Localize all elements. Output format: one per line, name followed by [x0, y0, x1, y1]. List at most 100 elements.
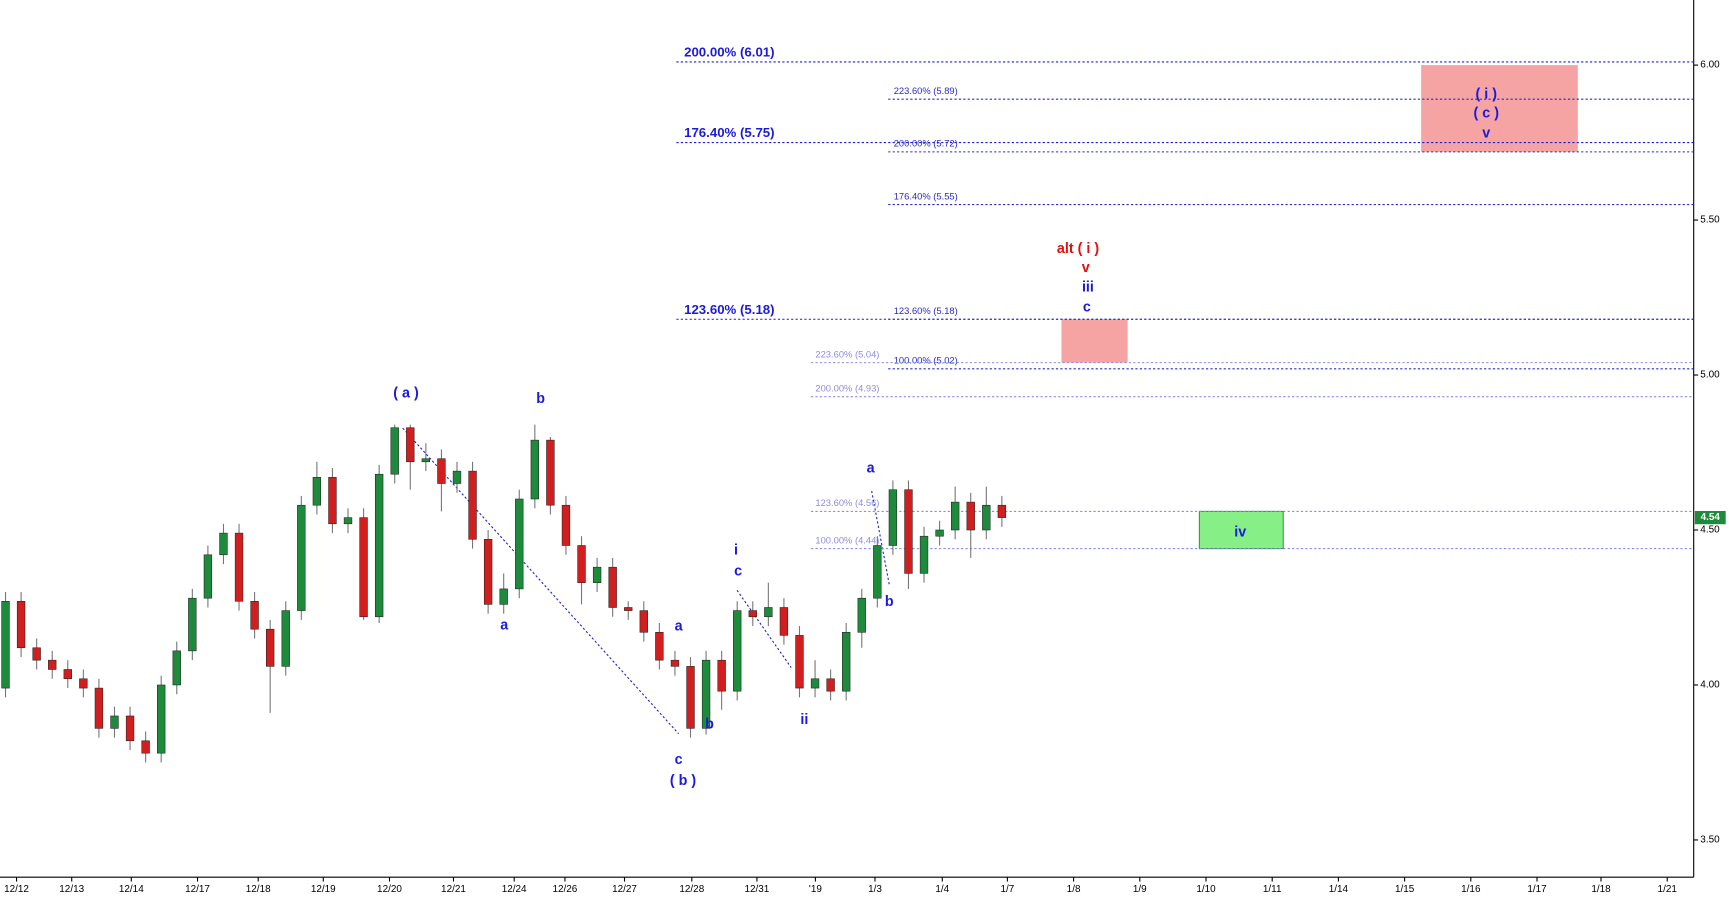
fib-level-label: 200.00% (5.72): [894, 139, 958, 149]
y-tick-label: 5.00: [1700, 370, 1720, 381]
candle-body: [686, 666, 695, 729]
candle-body: [172, 650, 181, 686]
x-tick-label: 12/28: [679, 884, 704, 895]
wave-label: i: [734, 542, 738, 558]
y-tick-label: 5.50: [1700, 215, 1720, 226]
candle-body: [219, 532, 228, 556]
fib-level-label: 123.60% (5.18): [684, 302, 775, 317]
candle-body: [966, 501, 975, 531]
wave-label: ( i ): [1476, 87, 1498, 103]
x-tick-label: 1/4: [935, 884, 949, 895]
last-price-label: 4.54: [1701, 512, 1721, 523]
fib-level-label: 200.00% (4.93): [815, 383, 879, 393]
wave-label: b: [705, 717, 714, 733]
candle-body: [203, 554, 213, 599]
trend-line: [871, 490, 890, 585]
wave-label: c: [734, 563, 742, 579]
candle-body: [919, 535, 929, 574]
wave-label: a: [867, 461, 876, 477]
x-tick-label: 1/14: [1329, 884, 1349, 895]
x-tick-label: 1/9: [1133, 884, 1147, 895]
candle-body: [857, 597, 866, 633]
wave-label: b: [536, 391, 545, 407]
wave-label: ii: [800, 712, 808, 728]
candle-body: [982, 504, 991, 531]
candle-body: [157, 684, 166, 754]
trend-lines: [402, 427, 890, 735]
x-tick-label: 1/21: [1658, 884, 1678, 895]
candle-body: [577, 545, 586, 583]
fib-level-label: 200.00% (6.01): [684, 45, 775, 60]
x-tick-label: 12/20: [377, 884, 402, 895]
wave-label: a: [675, 618, 684, 634]
wave-label: ( a ): [393, 386, 419, 402]
target-zone: [1198, 510, 1284, 550]
candle-body: [141, 740, 150, 754]
candle-body: [266, 628, 275, 667]
wave-label: c: [675, 752, 683, 768]
fib-level-label: 176.40% (5.55): [894, 191, 958, 201]
x-tick-label: 1/15: [1395, 884, 1415, 895]
fib-level-label: 223.60% (5.04): [815, 349, 879, 359]
x-tick-label: 1/11: [1263, 884, 1282, 895]
candle-body: [733, 610, 742, 692]
candle-body: [499, 588, 508, 605]
candle-body: [343, 517, 353, 525]
candle-body: [997, 504, 1007, 518]
candle-body: [328, 477, 337, 525]
x-tick-label: 12/31: [744, 884, 769, 895]
fib-level-label: 100.00% (4.44): [815, 535, 879, 545]
candle-body: [873, 545, 882, 599]
x-tick-label: 12/18: [246, 884, 271, 895]
y-tick-label: 3.50: [1700, 835, 1720, 846]
candle-body: [421, 458, 431, 463]
fib-level-label: 176.40% (5.75): [684, 125, 775, 140]
fib-level-label: 123.60% (4.56): [815, 498, 879, 508]
x-tick-label: 12/14: [119, 884, 144, 895]
y-tick-label: 4.00: [1700, 680, 1720, 691]
candle-body: [717, 659, 726, 692]
x-tick-label: 1/8: [1067, 884, 1081, 895]
candle-body: [406, 427, 415, 463]
candle-body: [592, 566, 602, 583]
candle-body: [779, 607, 789, 636]
candle-body: [561, 504, 571, 546]
x-tick-label: 12/27: [612, 884, 637, 895]
wave-label: a: [500, 617, 509, 633]
candle-body: [639, 610, 648, 633]
x-tick-label: 1/10: [1196, 884, 1216, 895]
candle-body: [888, 489, 898, 546]
candle-body: [48, 659, 57, 670]
wave-label: ( c ): [1474, 105, 1500, 121]
x-tick-label: '19: [809, 884, 822, 895]
candle-body: [624, 607, 633, 611]
candle-body: [110, 715, 119, 729]
x-tick-label: 12/12: [4, 884, 29, 895]
candle-body: [795, 635, 804, 689]
candle-body: [608, 566, 617, 608]
candle-body: [1, 601, 10, 689]
x-tick-label: 12/17: [185, 884, 210, 895]
candles: [1, 424, 1007, 763]
candle-body: [764, 607, 773, 618]
candle-body: [950, 501, 960, 531]
wave-label: ( b ): [670, 773, 696, 789]
candle-body: [530, 439, 539, 500]
candle-body: [655, 632, 664, 661]
fib-level-label: 100.00% (5.02): [894, 356, 958, 366]
wave-label: iii: [1082, 280, 1094, 296]
wave-label: iv: [1234, 525, 1246, 541]
x-tick-label: 1/16: [1461, 884, 1481, 895]
candle-body: [250, 601, 259, 630]
x-tick-label: 1/3: [868, 884, 882, 895]
wave-label: c: [1083, 300, 1091, 316]
x-tick-label: 12/19: [311, 884, 336, 895]
wave-label: v: [1482, 125, 1490, 141]
wave-label: v: [1082, 260, 1090, 276]
candle-body: [312, 477, 322, 506]
x-tick-label: 1/17: [1527, 884, 1547, 895]
wave-label: b: [885, 594, 894, 610]
candle-body: [281, 610, 290, 667]
